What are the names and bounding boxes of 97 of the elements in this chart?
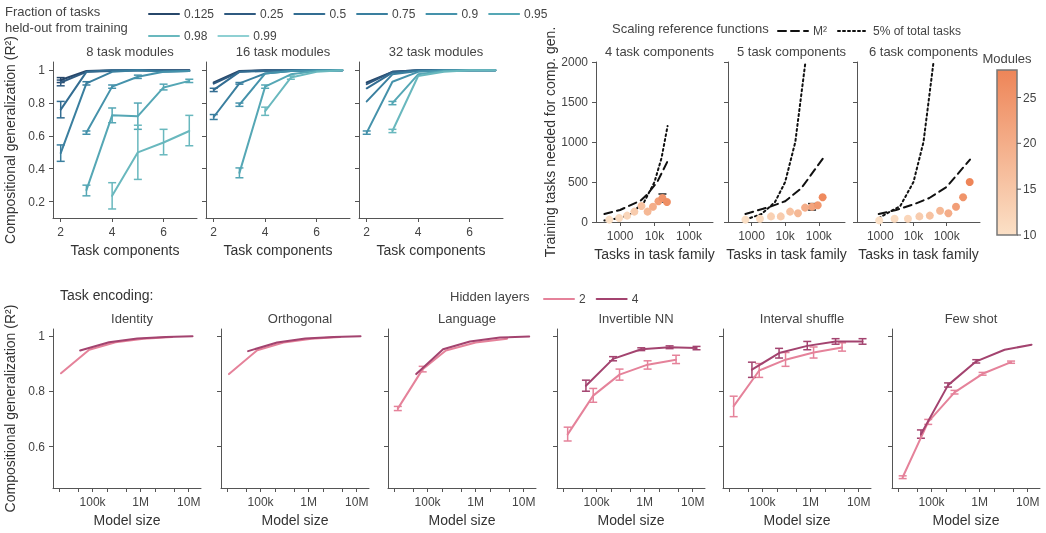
x-axis-title: Model size	[428, 511, 496, 528]
y-tick-label: 0.2	[28, 194, 46, 209]
x-tick-label: 4	[261, 225, 269, 239]
x-axis-title: Model size	[261, 511, 329, 528]
legend-label: 5% of total tasks	[872, 24, 962, 38]
legend-label: 4	[631, 292, 639, 306]
y-tick-label: 0.6	[28, 439, 46, 454]
x-tick-label: 1M	[300, 495, 317, 509]
x-tick-label: 100k	[414, 495, 442, 509]
legend-label: 0.98	[184, 29, 208, 43]
color-bar-label: 15	[1023, 182, 1037, 197]
x-tick-label: 10M	[847, 495, 871, 509]
legend-label: 0.125	[184, 7, 215, 21]
x-tick-label: 10k	[644, 229, 666, 243]
x-axis-title: Model size	[93, 511, 161, 528]
x-axis-title: Task components	[70, 241, 180, 258]
y-axis-title: Compositional generalization (R²)	[2, 304, 18, 513]
y-tick-label: 2000	[561, 55, 589, 69]
chart-title: Identity	[111, 311, 154, 326]
x-tick-label: 10M	[512, 495, 536, 509]
legend-label: 0.5	[329, 7, 347, 21]
y-tick-label: 500	[567, 175, 589, 189]
x-axis-title: Model size	[597, 511, 665, 528]
chart-title: Few shot	[944, 311, 998, 326]
x-axis-title: Task components	[376, 241, 486, 258]
x-tick-label: 100k	[583, 495, 611, 509]
legend-label: 0.9	[461, 7, 479, 21]
y-tick-label: 0.6	[28, 128, 46, 143]
x-tick-label: 1M	[802, 495, 819, 509]
chart-title: 8 task modules	[86, 44, 175, 59]
x-tick-label: 6	[466, 225, 474, 239]
x-tick-label: 2	[57, 225, 65, 239]
x-axis-title: Tasks in task family	[726, 245, 847, 262]
x-tick-label: 10M	[177, 495, 201, 509]
color-bar-title: Modules	[982, 50, 1033, 66]
x-tick-label: 1000	[738, 229, 766, 243]
color-bar-label: 25	[1023, 90, 1037, 105]
x-tick-label: 100k	[749, 495, 777, 509]
x-tick-label: 1000	[866, 229, 894, 243]
x-tick-label: 4	[414, 225, 422, 239]
color-bar-label: 20	[1023, 136, 1037, 151]
x-axis-title: Tasks in task family	[858, 245, 979, 262]
x-tick-label: 1M	[132, 495, 149, 509]
x-axis-title: Model size	[763, 511, 831, 528]
y-tick-label: 1500	[561, 95, 589, 109]
legend-title: Hidden layers	[450, 288, 530, 304]
y-tick-label: 0	[581, 215, 589, 229]
x-tick-label: 100k	[79, 495, 107, 509]
legend-label: 0.75	[392, 7, 416, 21]
y-tick-label: 0.4	[28, 161, 46, 176]
y-axis-title: Training tasks needed for comp. gen.	[542, 26, 559, 258]
x-tick-label: 100k	[805, 229, 833, 243]
x-tick-label: 10k	[775, 229, 796, 243]
x-tick-label: 1M	[971, 495, 988, 509]
y-tick-label: 1000	[561, 135, 589, 149]
x-tick-label: 1M	[636, 495, 653, 509]
legend-label: 0.95	[524, 7, 548, 21]
chart-title: 4 task components	[604, 44, 715, 59]
x-tick-label: 1M	[467, 495, 484, 509]
chart-title: 6 task components	[868, 44, 979, 59]
legend-label: 2	[579, 292, 586, 306]
x-tick-label: 6	[313, 225, 321, 239]
chart-title: Interval shuffle	[759, 311, 845, 326]
y-axis-title: Compositional generalization (R²)	[2, 36, 18, 244]
x-tick-label: 10M	[681, 495, 705, 509]
x-tick-label: 100k	[918, 495, 946, 509]
chart-title: Orthogonal	[267, 311, 333, 326]
x-tick-label: 2	[210, 225, 218, 239]
legend-title: Scaling reference functions	[612, 20, 770, 36]
chart-title: 32 task modules	[388, 44, 484, 59]
x-tick-label: 10k	[903, 229, 925, 243]
x-tick-label: 100k	[675, 229, 703, 243]
x-tick-label: 2	[363, 225, 371, 239]
y-tick-label: 0.8	[28, 384, 46, 399]
x-axis-title: Tasks in task family	[594, 245, 715, 262]
text: Task encoding:	[60, 287, 154, 303]
chart-title: Invertible NN	[598, 311, 674, 326]
x-tick-label: 100k	[247, 495, 275, 509]
color-bar-label: 10	[1023, 228, 1037, 242]
y-tick-label: 1	[38, 328, 46, 343]
x-tick-label: 100k	[933, 229, 961, 243]
x-tick-label: 4	[108, 225, 116, 239]
x-tick-label: 10M	[1016, 495, 1040, 509]
chart-title: 16 task modules	[235, 44, 331, 59]
chart-title: 5 task components	[736, 44, 847, 59]
x-tick-label: 1000	[606, 229, 634, 243]
legend-label: 0.25	[260, 7, 284, 21]
x-tick-label: 6	[160, 225, 168, 239]
x-tick-label: 10M	[345, 495, 369, 509]
chart-title: Language	[438, 311, 496, 326]
x-axis-title: Task components	[223, 241, 333, 258]
legend-label: 0.99	[253, 29, 278, 43]
legend-label: M²	[813, 24, 827, 38]
x-axis-title: Model size	[932, 511, 1000, 528]
y-tick-label: 0.8	[28, 96, 46, 111]
y-tick-label: 1	[38, 63, 46, 78]
legend-title: Fraction of tasks held-out from training	[5, 3, 128, 35]
